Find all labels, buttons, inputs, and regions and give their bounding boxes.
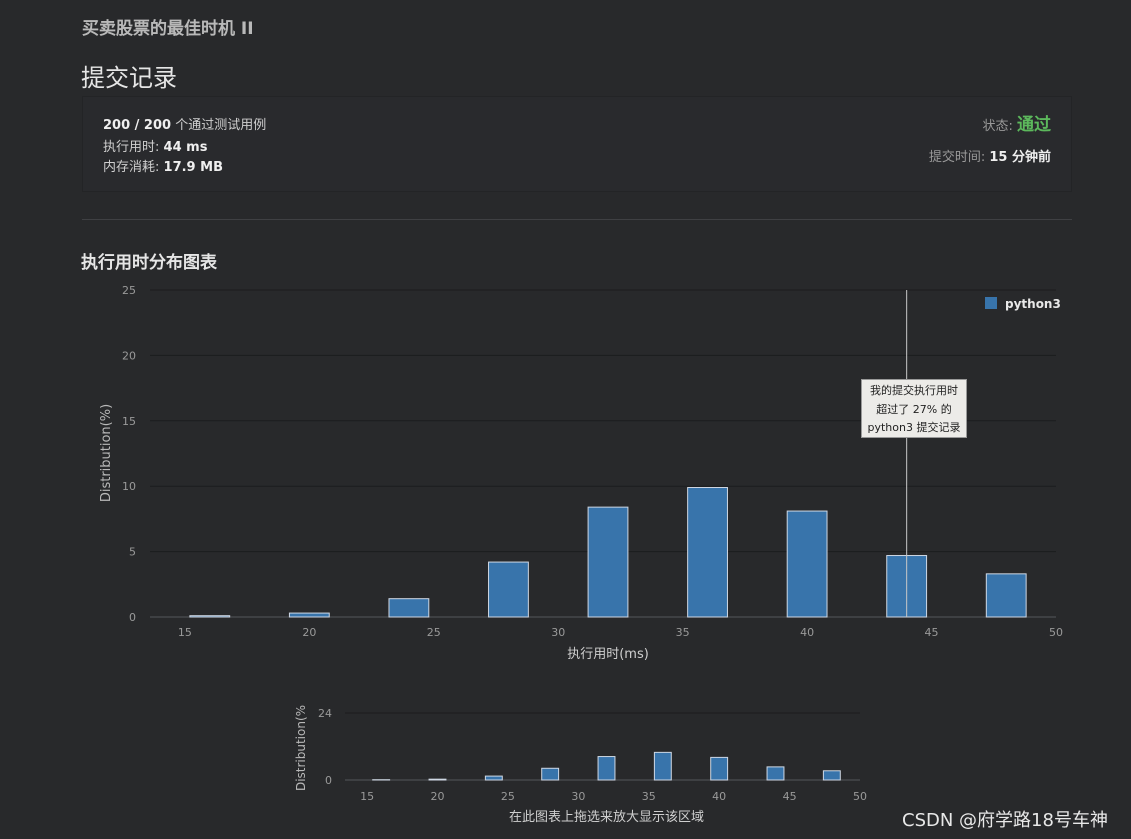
x-tick-label: 15 [178, 626, 192, 639]
y-tick-label: 20 [122, 349, 136, 362]
memory-value: 17.9 MB [163, 160, 223, 175]
bar [766, 766, 785, 781]
y-axis-label: Distribution(% [294, 705, 308, 791]
bar [484, 775, 503, 781]
x-axis-label: 在此图表上拖选来放大显示该区域 [509, 810, 704, 825]
y-axis-label: Distribution(%) [99, 404, 114, 502]
runtime-distribution-chart[interactable]: python3 0 5 10 15 20 25 15 20 25 30 35 40 45 50 执行用时(m… [0, 0, 1131, 680]
y-tick-label: 0 [129, 611, 136, 624]
x-tick-label: 35 [642, 790, 656, 803]
bar [985, 573, 1027, 618]
x-tick-label: 35 [676, 626, 690, 639]
x-tick-label: 25 [427, 626, 441, 639]
bar [687, 487, 728, 618]
y-tick-label: 5 [129, 546, 136, 559]
problem-title[interactable]: 买卖股票的最佳时机 II [82, 19, 254, 39]
tooltip-line-3: python3 提交记录 [867, 421, 961, 434]
runtime-label: 执行用时: [103, 140, 160, 155]
watermark: CSDN @府学路18号车神 [902, 810, 1108, 831]
x-tick-label: 30 [551, 626, 565, 639]
bar [597, 756, 616, 781]
testcases-count: 200 / 200 [103, 118, 172, 133]
submission-summary-card: 200 / 200 个通过测试用例 执行用时: 44 ms 内存消耗: 17.9… [82, 96, 1072, 192]
status-label: 状态: [982, 119, 1013, 134]
bar [710, 756, 729, 781]
submission-tooltip: 我的提交执行用时 超过了 27% 的 python3 提交记录 [861, 379, 967, 438]
bar [488, 561, 529, 618]
bar [189, 615, 231, 618]
navigator-chart[interactable]: 0 24 15 20 25 30 35 40 45 50 在此图表上拖选来放大显示该区域 Distri… [0, 690, 1131, 830]
tooltip-line-1: 我的提交执行用时 [870, 384, 958, 397]
x-tick-label: 30 [571, 790, 585, 803]
legend-swatch[interactable] [985, 297, 997, 309]
chart-title: 执行用时分布图表 [81, 253, 217, 273]
section-divider [82, 219, 1072, 220]
x-tick-label: 40 [800, 626, 814, 639]
tooltip-line-2: 超过了 27% 的 [876, 402, 952, 416]
submit-time-value: 15 分钟前 [989, 150, 1051, 165]
status-row: 状态: 通过 [982, 110, 1051, 135]
y-tick-label: 0 [325, 774, 332, 787]
x-tick-label: 40 [712, 790, 726, 803]
x-axis-label: 执行用时(ms) [567, 647, 649, 662]
memory-line: 内存消耗: 17.9 MB [103, 156, 223, 175]
y-tick-label: 25 [122, 284, 136, 297]
bar [822, 770, 841, 781]
x-tick-label: 45 [925, 626, 939, 639]
bar [786, 510, 828, 618]
y-tick-label: 10 [122, 480, 136, 493]
status-badge[interactable]: 通过 [1017, 115, 1051, 135]
submit-time-label: 提交时间: [928, 150, 986, 165]
testcases-suffix: 个通过测试用例 [175, 118, 267, 133]
x-tick-label: 25 [501, 790, 515, 803]
x-tick-label: 15 [360, 790, 374, 803]
testcases-line: 200 / 200 个通过测试用例 [103, 114, 266, 133]
y-tick-label: 24 [318, 707, 332, 720]
memory-label: 内存消耗: [103, 160, 160, 175]
x-tick-label: 50 [1049, 626, 1063, 639]
x-tick-label: 45 [783, 790, 797, 803]
bar [587, 506, 629, 618]
runtime-line: 执行用时: 44 ms [103, 136, 207, 155]
submit-time-row: 提交时间: 15 分钟前 [929, 146, 1051, 165]
bar [388, 598, 430, 618]
bar [428, 778, 447, 781]
runtime-value: 44 ms [163, 140, 208, 155]
page-title: 提交记录 [81, 64, 177, 92]
bar [541, 767, 560, 781]
bar [653, 751, 672, 781]
bar [288, 612, 330, 618]
legend-label[interactable]: python3 [1005, 297, 1061, 311]
x-tick-label: 20 [302, 626, 316, 639]
x-tick-label: 20 [431, 790, 445, 803]
x-tick-label: 50 [853, 790, 867, 803]
y-tick-label: 15 [122, 415, 136, 428]
